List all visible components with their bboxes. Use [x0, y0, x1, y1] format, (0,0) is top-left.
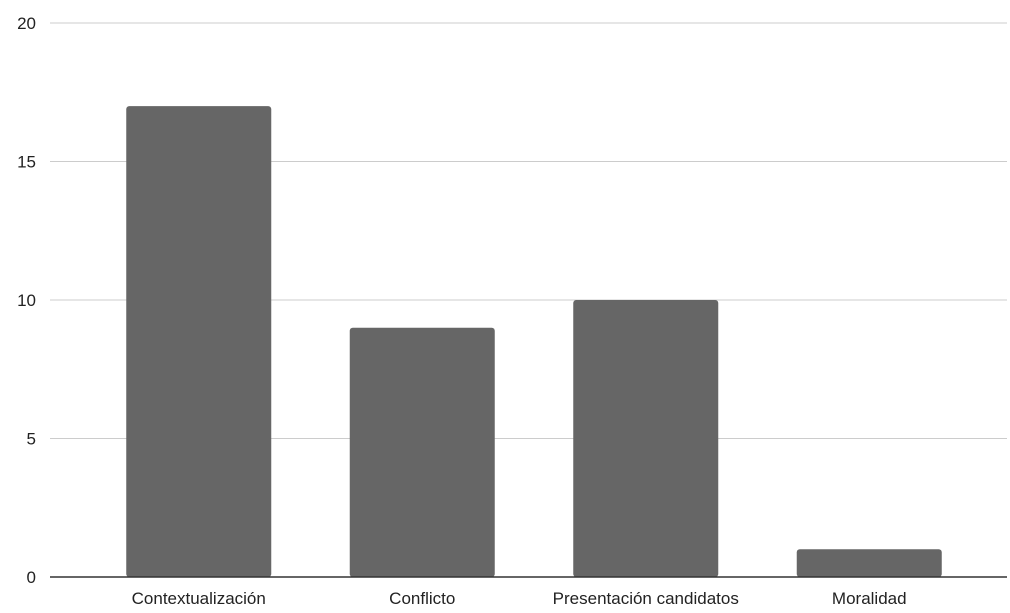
bar: [126, 106, 272, 577]
y-tick-label: 15: [17, 153, 36, 172]
y-tick-label: 5: [27, 430, 36, 449]
y-axis-tick-labels: 0 5 10 15 20: [17, 14, 36, 587]
x-category-label: Moralidad: [832, 589, 907, 608]
bar: [573, 300, 719, 577]
bars: [126, 106, 942, 577]
x-category-label: Conflicto: [389, 589, 455, 608]
bar: [349, 327, 495, 577]
y-tick-label: 10: [17, 291, 36, 310]
bar: [796, 549, 942, 577]
y-tick-label: 20: [17, 14, 36, 33]
x-category-label: Contextualización: [132, 589, 266, 608]
x-axis-category-labels: Contextualización Conflicto Presentación c…: [132, 589, 907, 608]
x-category-label: Presentación candidatos: [553, 589, 739, 608]
y-tick-label: 0: [27, 568, 36, 587]
